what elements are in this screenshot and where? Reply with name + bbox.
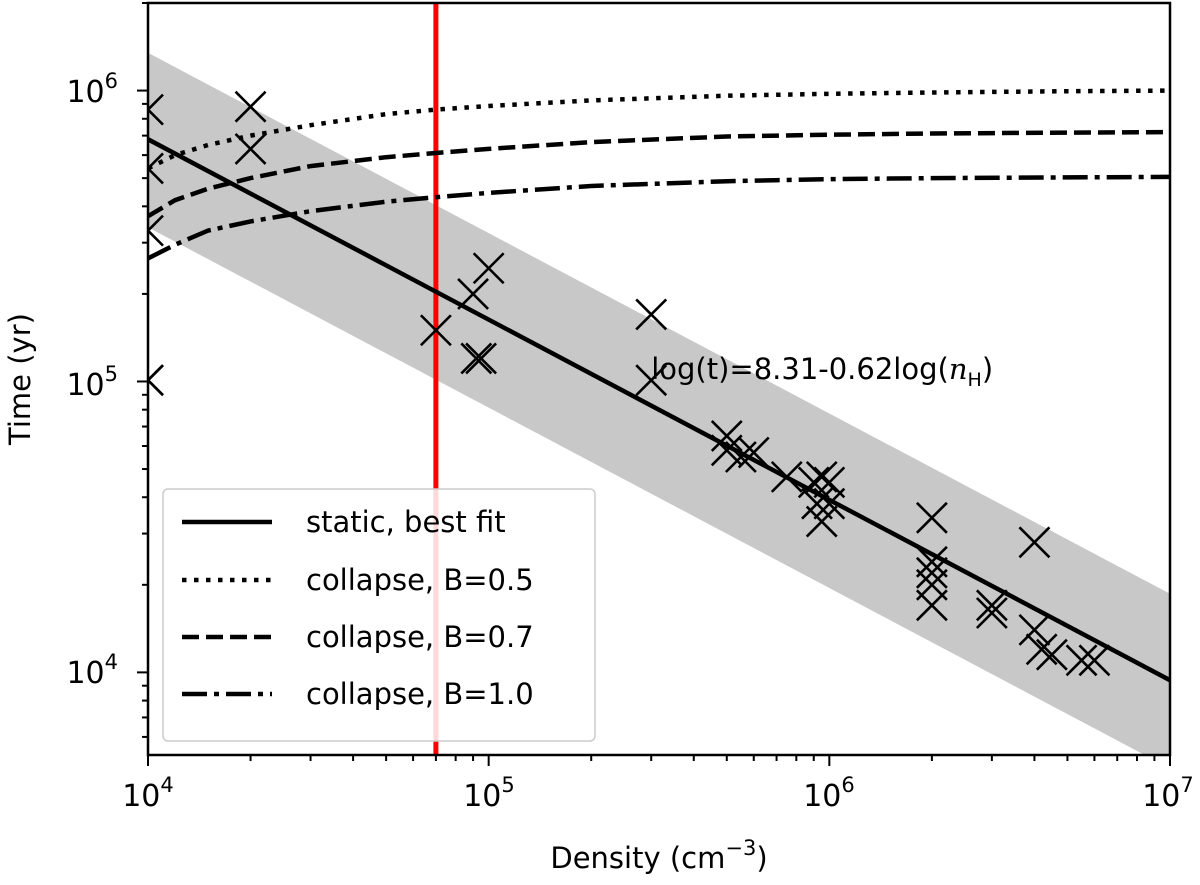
data-point-marker <box>472 252 505 285</box>
data-point-marker <box>148 364 164 397</box>
data-point-marker <box>148 152 164 185</box>
x-axis-label: Density (cm−3) <box>550 836 767 875</box>
legend-label: collapse, B=0.5 <box>306 563 534 597</box>
y-tick-label: 105 <box>66 362 118 403</box>
data-point-marker <box>813 487 846 520</box>
series-line-dashed <box>148 129 1170 219</box>
data-point-marker <box>737 436 770 469</box>
series-layer <box>148 88 1170 683</box>
data-point-marker <box>1018 613 1051 646</box>
data-point-marker <box>1035 638 1068 671</box>
data-point-marker <box>234 133 267 165</box>
data-point-marker <box>915 556 948 589</box>
legend-label: collapse, B=1.0 <box>306 677 534 711</box>
x-tick-label: 107 <box>1142 773 1194 814</box>
data-point-marker <box>915 545 948 578</box>
data-point-marker <box>148 93 164 126</box>
x-tick-label: 104 <box>122 773 174 814</box>
data-point-marker <box>1025 633 1058 666</box>
legend-box <box>162 488 596 742</box>
x-tick-label: 105 <box>463 773 515 814</box>
x-tick-label: 106 <box>803 773 855 814</box>
y-tick-label: 104 <box>66 650 118 691</box>
data-point-marker <box>635 298 668 331</box>
data-point-marker <box>234 90 267 123</box>
uncertainty-band <box>148 52 1170 755</box>
plot-frame <box>146 1 1172 757</box>
data-point-marker <box>797 466 830 499</box>
data-point-marker <box>635 364 668 397</box>
data-point-marker <box>805 505 838 538</box>
data-point-marker <box>975 589 1008 622</box>
data-point-marker <box>975 597 1008 629</box>
data-point-marker <box>419 314 452 347</box>
data-point-marker <box>710 419 743 452</box>
marker-layer <box>148 90 1111 677</box>
data-point-marker <box>801 487 833 520</box>
data-point-marker <box>1065 644 1098 677</box>
data-point-marker <box>915 589 948 622</box>
data-point-marker <box>457 277 489 310</box>
fit-annotation: log(t)=8.31-0.62log(nH) <box>651 352 993 391</box>
data-point-marker <box>465 342 497 375</box>
legend: static, best fit collapse, B=0.5 collaps… <box>162 488 596 742</box>
plot-area <box>148 3 1170 755</box>
y-tick-label: 106 <box>66 69 118 110</box>
legend-label: static, best fit <box>306 505 506 539</box>
data-point-marker <box>724 441 757 473</box>
series-line-dashdot <box>148 174 1170 261</box>
data-point-marker <box>770 460 803 493</box>
data-point-marker <box>805 460 838 493</box>
data-point-marker <box>1078 644 1111 677</box>
data-point-marker <box>1018 526 1051 559</box>
legend-label: collapse, B=0.7 <box>306 620 534 654</box>
y-axis-label: Time (yr) <box>3 313 37 446</box>
data-point-marker <box>148 214 164 247</box>
data-point-marker <box>915 501 948 534</box>
series-line-solid <box>148 137 1170 683</box>
data-point-marker <box>460 342 493 375</box>
